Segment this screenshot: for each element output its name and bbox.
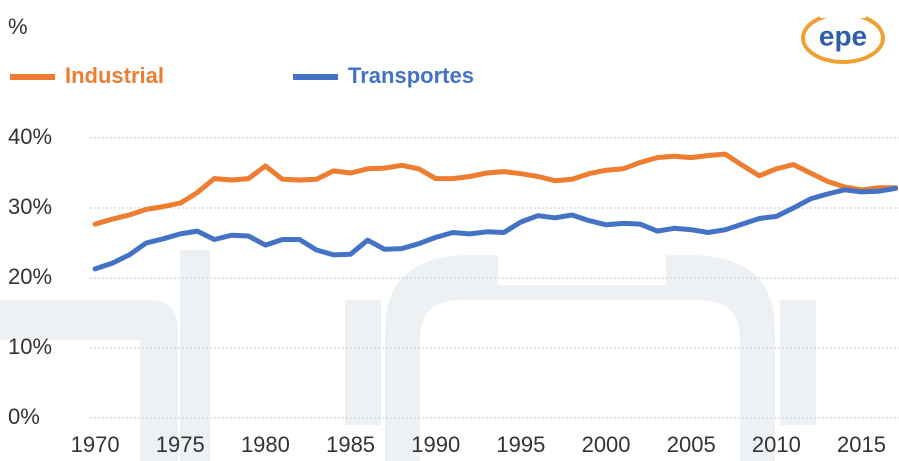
y-tick-label: 40% bbox=[8, 124, 52, 149]
legend-label: Transportes bbox=[348, 63, 474, 88]
plot: 0% 10% 20% 30% 40% 1970 1975 1980 1985 1990 1995 20… bbox=[8, 124, 899, 457]
watermark bbox=[0, 250, 816, 461]
logo: epe bbox=[801, 8, 885, 64]
legend-label: Industrial bbox=[65, 63, 164, 88]
y-unit: % bbox=[8, 14, 28, 39]
x-tick-label: 1980 bbox=[241, 432, 290, 457]
logo-text: epe bbox=[819, 20, 867, 51]
y-tick-label: 20% bbox=[8, 264, 52, 289]
x-tick-label: 1970 bbox=[71, 432, 120, 457]
y-tick-label: 0% bbox=[8, 404, 40, 429]
series-line bbox=[92, 185, 899, 272]
y-tick-label: 30% bbox=[8, 194, 52, 219]
x-tick-label: 2000 bbox=[582, 432, 631, 457]
x-tick-label: 1975 bbox=[156, 432, 205, 457]
x-tick-label: 1985 bbox=[326, 432, 375, 457]
legend: Industrial Transportes bbox=[10, 63, 474, 88]
x-tick-label: 2010 bbox=[752, 432, 801, 457]
watermark-cut bbox=[498, 250, 666, 285]
logo-gap bbox=[820, 8, 866, 18]
x-tick-label: 2005 bbox=[667, 432, 716, 457]
x-tick-label: 1990 bbox=[411, 432, 460, 457]
x-tick-label: 1995 bbox=[496, 432, 545, 457]
series-line bbox=[92, 151, 899, 227]
x-tick-label: 2015 bbox=[837, 432, 886, 457]
y-tick-label: 10% bbox=[8, 334, 52, 359]
